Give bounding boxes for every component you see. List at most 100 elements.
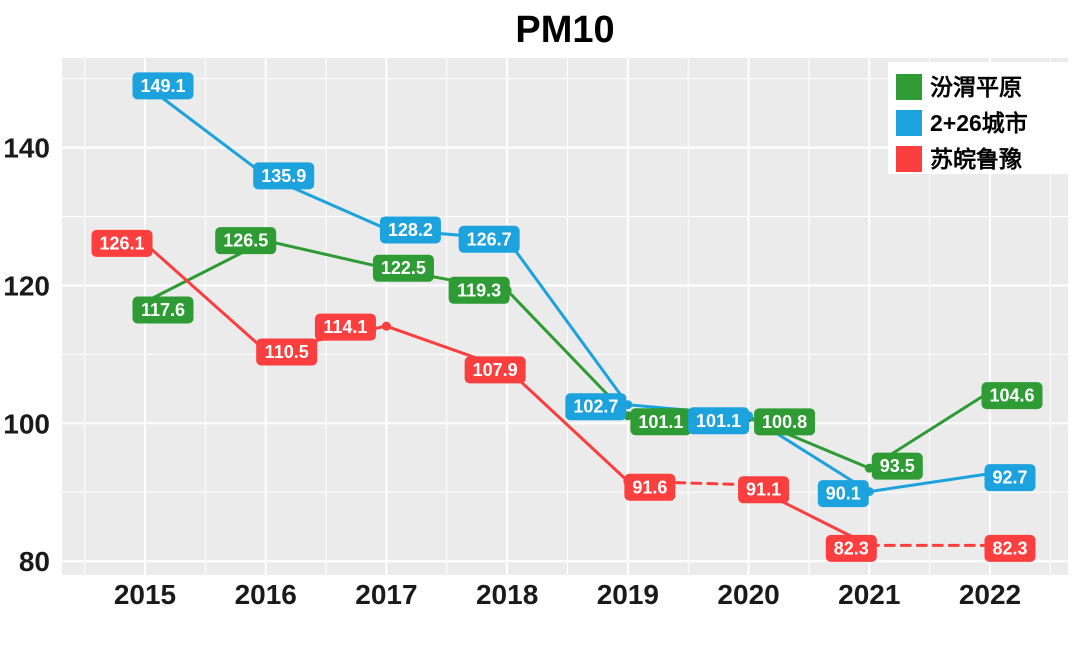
data-label-2plus26-cities: 149.1 [132,72,194,100]
data-label-value: 100.8 [762,412,807,432]
data-label-box [91,229,153,257]
data-label-value: 101.1 [638,412,683,432]
x-tick-label: 2019 [597,579,659,610]
data-label-box [379,216,441,244]
data-label-value: 104.6 [989,386,1034,406]
data-label-box [984,464,1036,492]
data-label-2plus26-cities: 128.2 [379,216,441,244]
data-label-su-wan-lu-yu: 107.9 [464,356,526,384]
data-label-box [314,313,376,341]
data-label-box [871,452,923,480]
series-line-2plus26-cities [867,472,992,494]
data-label-box [132,72,194,100]
data-label-box [372,254,434,282]
data-label-2plus26-cities: 126.7 [458,225,520,253]
data-label-fenwei-plain: 119.3 [448,276,510,304]
data-label-value: 82.3 [992,538,1027,558]
data-label-2plus26-cities: 135.9 [253,162,315,190]
x-tick-label: 2018 [476,579,538,610]
data-label-box [215,227,277,255]
legend-swatch-fenwei-plain [896,74,922,100]
data-label-box [817,480,869,508]
data-label-value: 128.2 [388,220,433,240]
data-label-box [448,276,510,304]
data-label-value: 101.1 [696,411,741,431]
data-label-fenwei-plain: 93.5 [871,452,923,480]
data-label-value: 117.6 [141,300,185,320]
series-line-2plus26-cities [505,237,630,407]
data-label-value: 126.1 [99,233,144,253]
data-label-box [984,534,1036,562]
x-tick-label: 2015 [114,579,176,610]
data-label-value: 149.1 [140,76,185,96]
legend-label-su-wan-lu-yu: 苏皖鲁豫 [930,146,1022,172]
series-line-2plus26-cities [143,83,268,178]
data-label-fenwei-plain: 101.1 [630,408,692,436]
data-label-box [132,296,194,324]
data-label-value: 110.5 [265,342,309,362]
data-label-su-wan-lu-yu: 110.5 [256,338,318,366]
data-label-box [825,534,877,562]
data-label-2plus26-cities: 90.1 [817,480,869,508]
series-line-su-wan-lu-yu [143,241,268,353]
x-tick-label: 2020 [717,579,779,610]
data-point-fenwei-plain [864,463,874,473]
data-label-fenwei-plain: 104.6 [981,382,1043,410]
data-label-value: 126.7 [467,229,512,249]
data-label-value: 126.5 [223,231,268,251]
data-label-su-wan-lu-yu: 126.1 [91,229,153,257]
data-label-box [630,408,692,436]
data-label-value: 82.3 [834,538,869,558]
data-label-box [754,408,816,436]
data-label-value: 119.3 [457,280,501,300]
legend-swatch-su-wan-lu-yu [896,146,922,172]
data-label-box [253,162,315,190]
legend-label-fenwei-plain: 汾渭平原 [930,74,1022,100]
data-label-su-wan-lu-yu: 82.3 [984,534,1036,562]
chart-title: PM10 [515,9,614,51]
data-label-value: 91.1 [746,480,781,500]
data-label-box [624,473,676,501]
data-label-value: 91.6 [632,477,667,497]
data-label-box [256,338,318,366]
data-label-value: 122.5 [381,258,426,278]
data-label-su-wan-lu-yu: 82.3 [825,534,877,562]
x-tick-label: 2016 [235,579,297,610]
x-tick-label: 2022 [959,579,1021,610]
data-label-su-wan-lu-yu: 114.1 [314,313,376,341]
legend-swatch-2plus26-cities [896,110,922,136]
plot-area: 117.6 126.5 122.5 119.3 101.1 100.8 93.5 104.6 1… [3,58,1072,610]
data-point-su-wan-lu-yu [381,321,391,331]
data-label-2plus26-cities: 102.7 [565,393,627,421]
data-label-value: 102.7 [573,397,618,417]
data-label-fenwei-plain: 117.6 [132,296,194,324]
y-tick-label: 120 [3,270,50,301]
data-label-value: 135.9 [261,166,306,186]
data-label-value: 92.7 [992,468,1027,488]
y-tick-label: 100 [3,408,50,439]
series-line-fenwei-plain [264,239,388,270]
data-label-value: 114.1 [323,317,367,337]
data-label-fenwei-plain: 100.8 [754,408,816,436]
data-label-su-wan-lu-yu: 91.1 [738,476,790,504]
data-label-value: 107.9 [473,360,518,380]
data-label-2plus26-cities: 92.7 [984,464,1036,492]
data-label-fenwei-plain: 126.5 [215,227,277,255]
x-tick-label: 2021 [838,579,900,610]
data-label-fenwei-plain: 122.5 [372,254,434,282]
series-line-su-wan-lu-yu [505,367,630,483]
y-tick-label: 80 [19,546,50,577]
y-tick-label: 140 [3,133,50,164]
x-tick-label: 2017 [355,579,417,610]
data-label-value: 93.5 [880,456,915,476]
data-label-2plus26-cities: 101.1 [688,407,750,435]
data-label-value: 90.1 [826,484,861,504]
data-label-su-wan-lu-yu: 91.6 [624,473,676,501]
legend-label-2plus26-cities: 2+26城市 [930,110,1028,136]
data-label-box [464,356,526,384]
data-label-box [688,407,750,435]
data-label-box [738,476,790,504]
